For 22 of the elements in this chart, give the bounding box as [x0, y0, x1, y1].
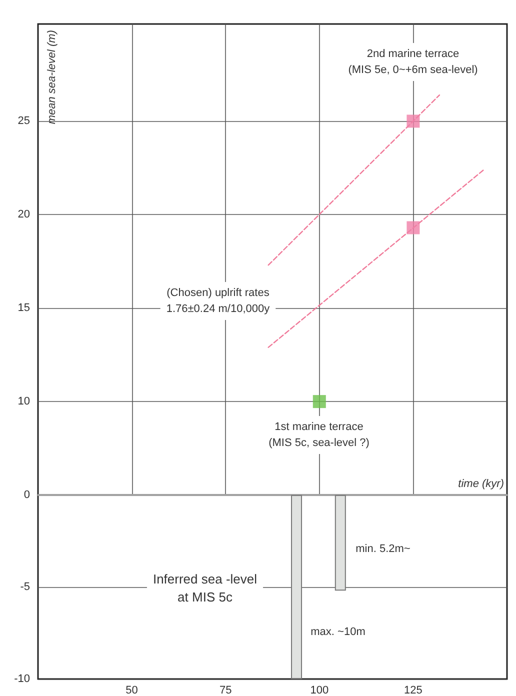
y-tick-label: 20	[18, 208, 30, 221]
point	[312, 395, 326, 408]
x-tick-label: 100	[310, 684, 329, 696]
y-axis-title: mean sea-level (m)	[46, 30, 58, 124]
y-tick-label: -10	[14, 673, 30, 685]
y-tick-label: 25	[18, 115, 30, 128]
x-tick-label: 50	[126, 684, 138, 696]
annotation: 2nd marine terrace (MIS 5e, 0~+6m sea-level)	[348, 48, 478, 76]
annotation: min. 5.2m~	[356, 543, 410, 555]
y-tick-label: -5	[20, 581, 30, 593]
point	[406, 221, 420, 234]
annotation: (Chosen) uplrift rates 1.76±0.24 m/10,000y	[166, 287, 270, 315]
annotation: Inferred sea -level at MIS 5c	[152, 572, 258, 604]
x-tick-label: 75	[219, 684, 232, 696]
y-tick-label: 15	[18, 302, 30, 314]
annotation: 1st marine terrace (MIS 5c, sea-level ?)	[268, 421, 370, 449]
x-tick-label: 125	[404, 684, 422, 696]
point	[406, 114, 420, 128]
y-tick-label: 0	[24, 489, 30, 501]
x-axis-title: time (kyr)	[458, 478, 504, 490]
y-tick-label: 10	[18, 396, 30, 408]
annotation: max. ~10m	[310, 626, 366, 638]
